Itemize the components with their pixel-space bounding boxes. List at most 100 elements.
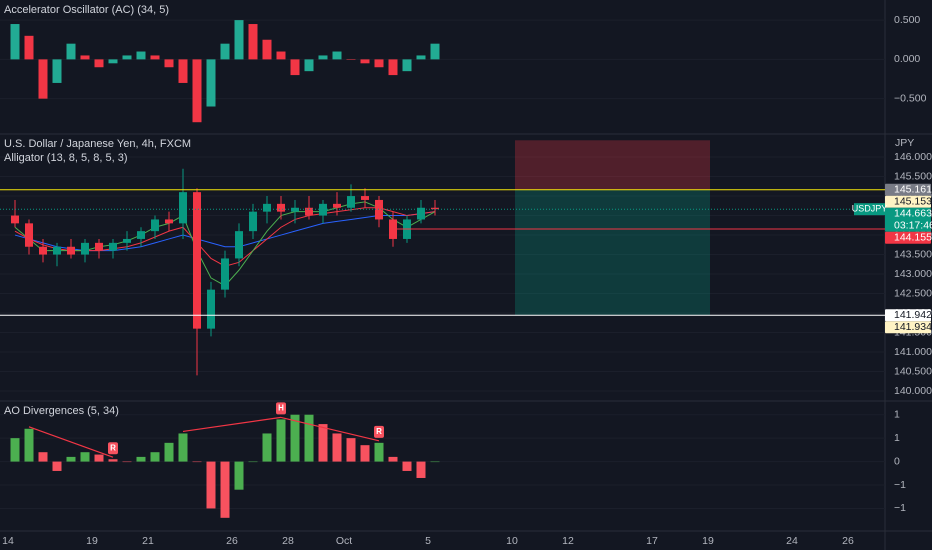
x-tick-label: 10 bbox=[506, 535, 518, 547]
histogram-bar bbox=[66, 456, 76, 462]
candle-body bbox=[151, 219, 159, 232]
x-tick-label: 26 bbox=[842, 535, 854, 547]
histogram-bar bbox=[206, 461, 216, 509]
histogram-bar bbox=[192, 59, 202, 123]
histogram-bar bbox=[136, 51, 146, 60]
candle-body bbox=[305, 207, 313, 216]
price-badge-label: 145.161 bbox=[894, 184, 932, 196]
divergence-marker bbox=[374, 425, 384, 438]
histogram-bar bbox=[318, 55, 328, 60]
histogram-bar bbox=[416, 55, 426, 60]
y-tick-label: 146.000 bbox=[894, 151, 932, 163]
price-badge-label: 144.155 bbox=[894, 232, 932, 244]
histogram-bar bbox=[108, 459, 118, 462]
candle-body bbox=[123, 238, 131, 243]
candle-body bbox=[11, 215, 19, 224]
histogram-bar bbox=[52, 59, 62, 83]
histogram-bar bbox=[178, 59, 188, 83]
y-tick-label: 1 bbox=[894, 408, 900, 420]
histogram-bar bbox=[290, 59, 300, 76]
divergence-line bbox=[28, 426, 114, 458]
candle-body bbox=[207, 289, 215, 329]
histogram-bar bbox=[178, 433, 188, 462]
histogram-bar bbox=[150, 452, 160, 462]
y-tick-label: 145.500 bbox=[894, 170, 932, 182]
y-tick-label: 0.500 bbox=[894, 14, 920, 26]
price-badge bbox=[885, 309, 931, 322]
candle-body bbox=[361, 196, 369, 200]
plot: 0.5000.000−0.500146.000145.500145.000144… bbox=[0, 14, 932, 547]
price-badge-label: 145.153 bbox=[894, 196, 932, 208]
currency: JPY bbox=[895, 137, 914, 149]
histogram-bar bbox=[52, 461, 62, 471]
histogram-bar bbox=[136, 456, 146, 462]
histogram-bar bbox=[332, 433, 342, 462]
y-tick-label: 143.000 bbox=[894, 268, 932, 280]
alligator-title: Alligator (13, 8, 5, 8, 5, 3) bbox=[4, 152, 128, 164]
candle-body bbox=[319, 203, 327, 216]
divergence-marker-label: H bbox=[278, 404, 284, 413]
y-tick-label: 140.000 bbox=[894, 385, 932, 397]
histogram-bar bbox=[430, 43, 440, 60]
histogram-bar bbox=[108, 59, 118, 64]
candle-body bbox=[277, 203, 285, 212]
x-tick-label: 17 bbox=[646, 535, 658, 547]
divergence-line bbox=[182, 416, 282, 433]
histogram-bar bbox=[38, 452, 48, 462]
histogram-bar bbox=[430, 461, 440, 463]
histogram-bar bbox=[122, 55, 132, 60]
histogram-bar bbox=[248, 461, 258, 463]
candle-body bbox=[235, 231, 243, 259]
x-tick-label: 12 bbox=[562, 535, 574, 547]
histogram-bar bbox=[276, 51, 286, 60]
y-tick-label: −0.500 bbox=[894, 92, 927, 104]
symbol-title: U.S. Dollar / Japanese Yen, 4h, FXCM bbox=[4, 138, 191, 150]
histogram-bar bbox=[374, 59, 384, 68]
divergence-marker-label: R bbox=[110, 443, 116, 452]
histogram-bar bbox=[38, 59, 48, 99]
candle-body bbox=[109, 242, 117, 251]
histogram-bar bbox=[66, 43, 76, 60]
price-badge-label: 144.663 bbox=[894, 208, 932, 220]
candle-body bbox=[165, 219, 173, 224]
x-tick-label: Oct bbox=[336, 535, 352, 547]
histogram-bar bbox=[94, 59, 104, 68]
histogram-bar bbox=[416, 461, 426, 478]
histogram-bar bbox=[402, 59, 412, 72]
ac-title: Accelerator Oscillator (AC) (34, 5) bbox=[4, 4, 169, 16]
candle-body bbox=[137, 231, 145, 239]
position-target-zone bbox=[515, 189, 710, 316]
price-badge-label: 141.942 bbox=[894, 309, 932, 321]
histogram-bar bbox=[262, 39, 272, 60]
x-tick-label: 5 bbox=[425, 535, 431, 547]
price-badge bbox=[885, 183, 931, 196]
histogram-bar bbox=[304, 414, 314, 462]
x-tick-label: 19 bbox=[702, 535, 714, 547]
price-badge bbox=[885, 195, 931, 208]
ao-title: AO Divergences (5, 34) bbox=[4, 405, 119, 417]
histogram-bar bbox=[192, 461, 202, 463]
histogram-bar bbox=[94, 454, 104, 462]
price-badge-label: 141.934 bbox=[894, 321, 932, 333]
divergence-marker bbox=[276, 402, 286, 415]
histogram-bar bbox=[346, 438, 356, 462]
x-tick-label: 26 bbox=[226, 535, 238, 547]
x-tick-label: 14 bbox=[2, 535, 14, 547]
y-tick-label: 143.500 bbox=[894, 248, 932, 260]
histogram-bar bbox=[290, 414, 300, 462]
candle-body bbox=[179, 192, 187, 224]
candle-body bbox=[249, 211, 257, 232]
x-tick-label: 28 bbox=[282, 535, 294, 547]
histogram-bar bbox=[304, 59, 314, 72]
candle-body bbox=[53, 246, 61, 255]
y-tick-label: 1 bbox=[894, 432, 900, 444]
histogram-bar bbox=[164, 442, 174, 462]
histogram-bar bbox=[262, 433, 272, 462]
histogram-bar bbox=[24, 428, 34, 462]
histogram-bar bbox=[374, 442, 384, 462]
histogram-bar bbox=[332, 51, 342, 60]
y-tick-label: 140.500 bbox=[894, 365, 932, 377]
divergence-marker-label: R bbox=[376, 427, 382, 436]
